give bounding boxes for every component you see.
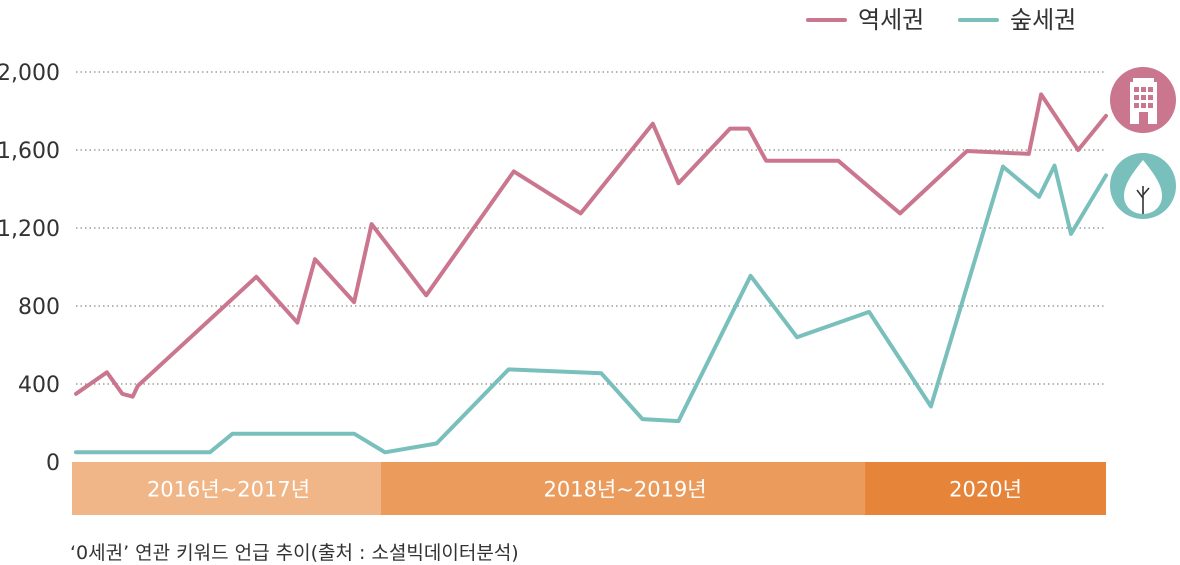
period-band: [865, 462, 1106, 515]
series-line: [74, 92, 1108, 399]
series-lines: [74, 92, 1108, 455]
period-band: [381, 462, 870, 515]
legend-label: 역세권: [858, 6, 924, 34]
chart-caption: ‘0세권’ 연관 키워드 언급 추이(출처 : 소셜빅데이터분석): [70, 542, 519, 564]
y-axis-tick-labels: 0 400 800 1,200 1,600 2,000: [0, 61, 60, 476]
period-bands: 2016년~2017년 2018년~2019년 2020년: [72, 462, 1106, 515]
period-band: [72, 462, 385, 515]
y-tick-label: 1,200: [0, 217, 60, 242]
legend-label: 숲세권: [1010, 6, 1076, 34]
legend: 역세권 숲세권: [806, 6, 1076, 34]
y-tick-label: 400: [18, 373, 60, 398]
period-label: 2020년: [949, 478, 1022, 502]
grid-lines: [76, 71, 1106, 385]
building-icon: [1110, 67, 1176, 133]
y-tick-label: 0: [46, 451, 60, 476]
tree-icon: [1110, 153, 1176, 219]
period-label: 2016년~2017년: [147, 478, 310, 502]
series-line: [74, 163, 1108, 455]
y-tick-label: 800: [18, 295, 60, 320]
series-icons: [1110, 67, 1176, 219]
period-label: 2018년~2019년: [543, 478, 706, 502]
y-tick-label: 1,600: [0, 139, 60, 164]
y-tick-label: 2,000: [0, 61, 60, 86]
